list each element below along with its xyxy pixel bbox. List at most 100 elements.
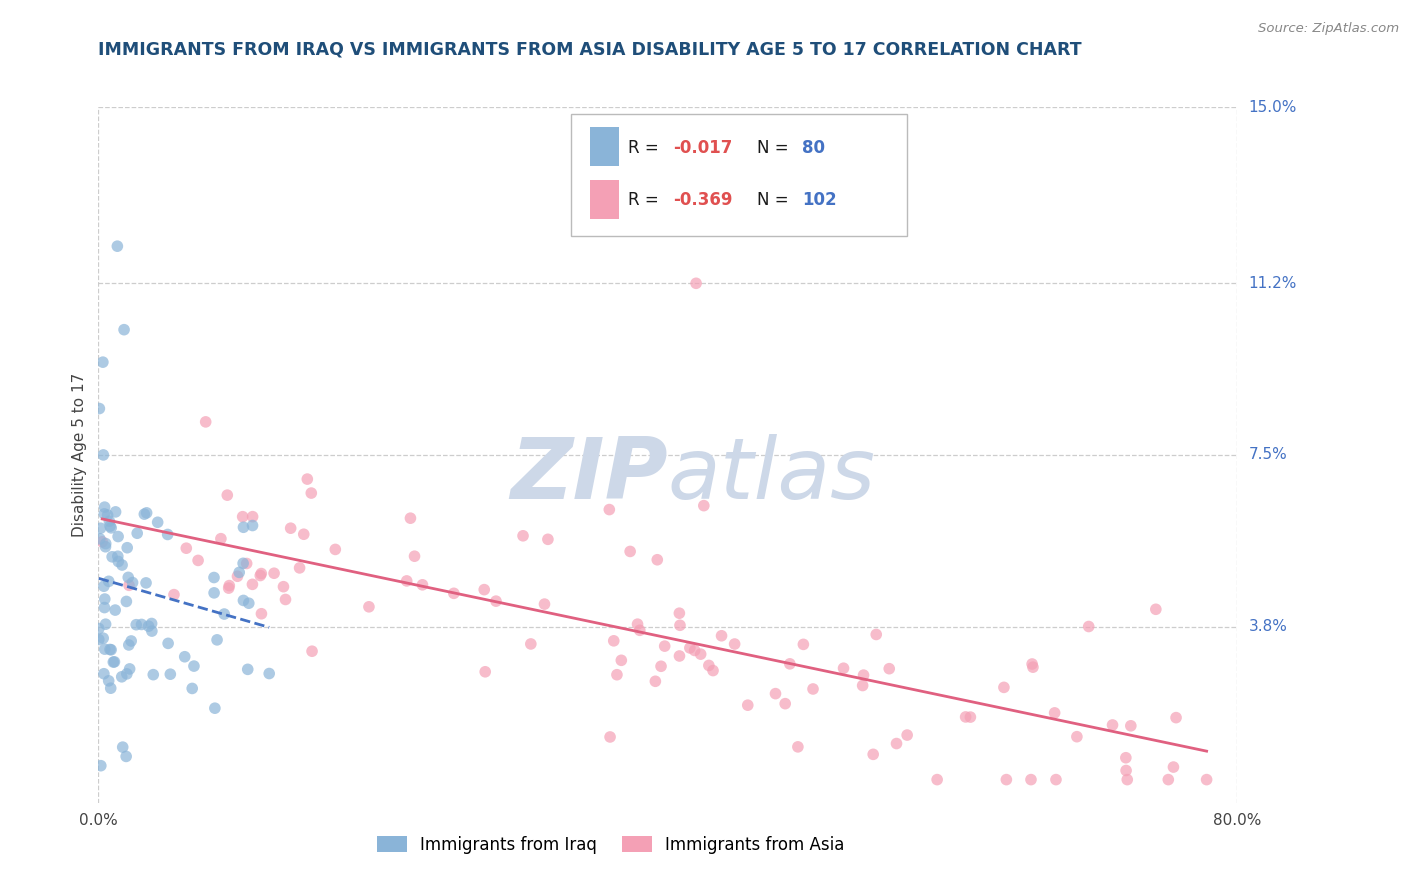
FancyBboxPatch shape: [571, 114, 907, 235]
Text: 80: 80: [803, 139, 825, 158]
Point: [232, 557, 254, 571]
Point: [357, 599, 380, 614]
Point: [1116, 772, 1139, 787]
Point: [105, 239, 128, 253]
Point: [103, 655, 125, 669]
Point: [93, 642, 115, 657]
Point: [250, 566, 273, 581]
Point: [107, 530, 129, 544]
Point: [669, 618, 692, 632]
Point: [112, 323, 135, 337]
Point: [779, 657, 801, 671]
Point: [443, 586, 465, 600]
Point: [115, 666, 138, 681]
Point: [238, 596, 260, 610]
Point: [927, 772, 949, 787]
Text: atlas: atlas: [668, 434, 876, 517]
Point: [603, 633, 626, 648]
Point: [217, 488, 239, 502]
Y-axis label: Disability Age 5 to 17: Disability Age 5 to 17: [72, 373, 87, 537]
Point: [472, 582, 495, 597]
Point: [111, 558, 134, 572]
Text: 3.8%: 3.8%: [1249, 619, 1288, 634]
Point: [131, 617, 153, 632]
Point: [242, 577, 264, 591]
Point: [263, 566, 285, 581]
Text: Source: ZipAtlas.com: Source: ZipAtlas.com: [1258, 22, 1399, 36]
Point: [93, 600, 115, 615]
Point: [1144, 602, 1167, 616]
Point: [297, 472, 319, 486]
Point: [107, 549, 129, 564]
Point: [100, 681, 122, 696]
Point: [115, 594, 138, 608]
Point: [100, 521, 122, 535]
Point: [886, 737, 908, 751]
Point: [98, 519, 121, 533]
Point: [1066, 730, 1088, 744]
Point: [93, 666, 115, 681]
Point: [91, 631, 114, 645]
Point: [399, 511, 422, 525]
Point: [187, 553, 209, 567]
Point: [606, 667, 628, 681]
Point: [100, 642, 122, 657]
Point: [801, 681, 824, 696]
Point: [599, 730, 621, 744]
Text: 11.2%: 11.2%: [1249, 276, 1296, 291]
Point: [323, 542, 346, 557]
Point: [485, 594, 508, 608]
Point: [120, 634, 142, 648]
Point: [91, 534, 114, 549]
Text: IMMIGRANTS FROM IRAQ VS IMMIGRANTS FROM ASIA DISABILITY AGE 5 TO 17 CORRELATION : IMMIGRANTS FROM IRAQ VS IMMIGRANTS FROM …: [98, 40, 1083, 58]
Point: [138, 619, 160, 633]
Point: [115, 541, 138, 555]
Point: [1022, 660, 1045, 674]
Point: [141, 624, 163, 639]
Point: [146, 516, 169, 530]
Point: [90, 521, 112, 535]
Point: [118, 638, 141, 652]
Point: [654, 639, 676, 653]
Point: [1019, 772, 1042, 787]
Point: [959, 710, 981, 724]
Point: [157, 636, 180, 650]
Point: [111, 670, 134, 684]
Point: [97, 673, 120, 688]
Point: [94, 536, 117, 550]
Text: ZIP: ZIP: [510, 434, 668, 517]
Point: [411, 578, 433, 592]
Point: [142, 667, 165, 681]
Point: [520, 637, 543, 651]
Point: [181, 681, 204, 696]
Point: [619, 544, 641, 558]
Point: [121, 575, 143, 590]
Text: N =: N =: [756, 191, 789, 209]
Point: [773, 697, 796, 711]
Point: [242, 518, 264, 533]
Point: [135, 575, 157, 590]
Point: [135, 506, 157, 520]
Point: [93, 500, 115, 515]
Point: [280, 521, 302, 535]
Point: [91, 355, 114, 369]
Bar: [591, 128, 619, 166]
Point: [97, 508, 120, 522]
Point: [249, 568, 271, 582]
Point: [792, 637, 814, 651]
Point: [645, 553, 668, 567]
Point: [1115, 750, 1137, 764]
Point: [852, 668, 875, 682]
Point: [273, 580, 295, 594]
Point: [765, 687, 787, 701]
Point: [107, 554, 129, 568]
Point: [288, 561, 311, 575]
Point: [104, 603, 127, 617]
Point: [125, 617, 148, 632]
Point: [1119, 719, 1142, 733]
Point: [232, 593, 254, 607]
Point: [955, 710, 977, 724]
Point: [183, 659, 205, 673]
Point: [118, 578, 141, 592]
Point: [218, 581, 240, 595]
